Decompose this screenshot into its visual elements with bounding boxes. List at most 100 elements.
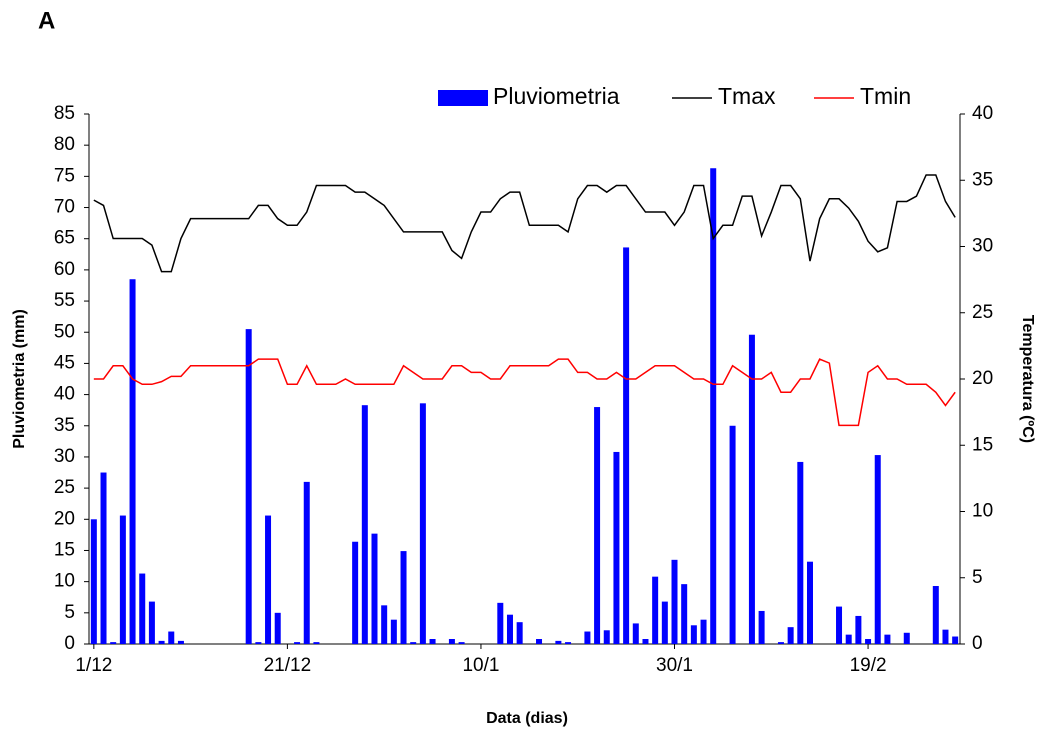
bar bbox=[536, 639, 543, 644]
x-tick-label: 10/1 bbox=[462, 655, 499, 676]
bar bbox=[729, 425, 736, 644]
y2-tick-label: 10 bbox=[972, 501, 993, 522]
legend-label: Pluviometria bbox=[493, 83, 620, 109]
bar bbox=[903, 632, 910, 644]
y-tick-label: 20 bbox=[54, 508, 75, 529]
bar bbox=[177, 640, 184, 644]
bar bbox=[303, 481, 310, 644]
y-axis-label: Pluviometria (mm) bbox=[11, 309, 28, 449]
bar bbox=[787, 627, 794, 644]
bar bbox=[274, 612, 281, 644]
bar bbox=[865, 639, 872, 644]
y2-tick-label: 40 bbox=[972, 103, 993, 124]
bar bbox=[642, 639, 649, 644]
bar bbox=[806, 561, 813, 644]
bar bbox=[758, 610, 765, 644]
bar bbox=[681, 584, 688, 644]
bar bbox=[90, 519, 97, 644]
x-tick-label: 1/12 bbox=[75, 655, 112, 676]
bar bbox=[100, 472, 107, 644]
y2-tick-label: 15 bbox=[972, 434, 993, 455]
x-tick-label: 21/12 bbox=[264, 655, 312, 676]
chart-title: A bbox=[38, 7, 55, 34]
bar bbox=[245, 329, 252, 644]
y-tick-label: 55 bbox=[54, 290, 75, 311]
bar bbox=[448, 639, 455, 644]
bar bbox=[710, 168, 717, 644]
bar bbox=[797, 461, 804, 644]
y2-tick-label: 35 bbox=[972, 169, 993, 190]
bar bbox=[497, 602, 504, 644]
x-tick-label: 19/2 bbox=[850, 655, 887, 676]
y2-tick-label: 0 bbox=[972, 633, 983, 654]
y2-tick-label: 25 bbox=[972, 302, 993, 323]
bar bbox=[129, 279, 136, 644]
y2-tick-label: 30 bbox=[972, 236, 993, 257]
bar bbox=[836, 606, 843, 644]
bar bbox=[381, 605, 388, 644]
bar bbox=[265, 515, 272, 644]
bar bbox=[429, 639, 436, 644]
bar bbox=[932, 586, 939, 644]
y-tick-label: 50 bbox=[54, 321, 75, 342]
legend-swatch bbox=[438, 90, 488, 106]
line bbox=[93, 358, 956, 427]
bar bbox=[506, 614, 513, 644]
bar bbox=[168, 631, 175, 644]
bar bbox=[400, 551, 407, 644]
bar bbox=[748, 334, 755, 644]
bar bbox=[613, 451, 620, 644]
bar bbox=[148, 601, 155, 644]
bar bbox=[942, 629, 949, 644]
y-tick-label: 70 bbox=[54, 197, 75, 218]
bar bbox=[652, 576, 659, 644]
bar bbox=[594, 407, 601, 644]
y-tick-label: 25 bbox=[54, 477, 75, 498]
y-tick-label: 30 bbox=[54, 446, 75, 467]
bar bbox=[884, 634, 891, 644]
bar bbox=[139, 573, 146, 644]
bar bbox=[671, 559, 678, 644]
y-tick-label: 35 bbox=[54, 415, 75, 436]
line bbox=[93, 174, 956, 273]
y-tick-label: 0 bbox=[64, 633, 75, 654]
bar bbox=[352, 541, 359, 644]
bar bbox=[777, 642, 784, 644]
bar bbox=[158, 640, 165, 644]
bar bbox=[690, 625, 697, 644]
y-tick-label: 40 bbox=[54, 384, 75, 405]
bar bbox=[952, 636, 959, 644]
y-tick-label: 75 bbox=[54, 165, 75, 186]
bar bbox=[390, 619, 397, 644]
bar bbox=[603, 630, 610, 644]
bar bbox=[255, 642, 262, 644]
bar bbox=[700, 619, 707, 644]
y-tick-label: 10 bbox=[54, 571, 75, 592]
y-tick-label: 45 bbox=[54, 352, 75, 373]
bar bbox=[584, 631, 591, 644]
bar bbox=[565, 642, 572, 644]
x-tick-label: 30/1 bbox=[656, 655, 693, 676]
bar bbox=[361, 405, 368, 644]
y2-tick-label: 20 bbox=[972, 368, 993, 389]
bar bbox=[110, 642, 117, 644]
y-tick-label: 15 bbox=[54, 539, 75, 560]
y-tick-label: 60 bbox=[54, 259, 75, 280]
bar bbox=[555, 640, 562, 644]
bar bbox=[874, 455, 881, 644]
bar bbox=[623, 247, 630, 644]
y-tick-label: 85 bbox=[54, 103, 75, 124]
y-tick-label: 5 bbox=[64, 602, 75, 623]
x-axis-label: Data (dias) bbox=[486, 710, 568, 727]
bar bbox=[516, 622, 523, 644]
y2-axis-label: Temperatura (ºC) bbox=[1019, 315, 1036, 443]
bar bbox=[410, 642, 417, 644]
bar bbox=[845, 634, 852, 644]
legend-label: Tmax bbox=[718, 83, 776, 109]
bar bbox=[371, 533, 378, 644]
legend-label: Tmin bbox=[860, 83, 911, 109]
bar bbox=[458, 642, 465, 644]
bar bbox=[419, 403, 426, 644]
y-tick-label: 65 bbox=[54, 228, 75, 249]
